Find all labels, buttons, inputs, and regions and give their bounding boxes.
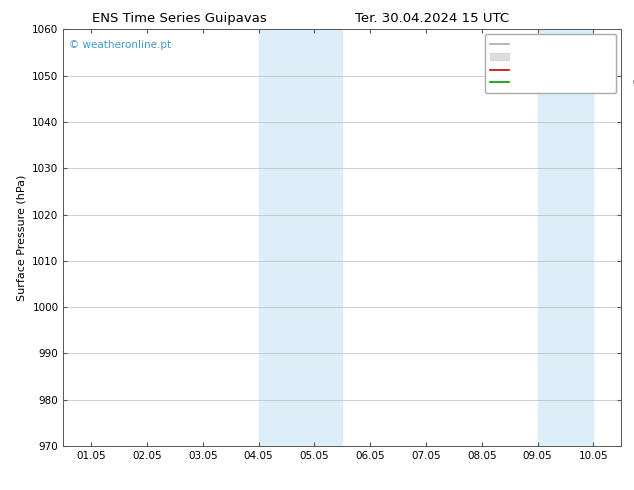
- Y-axis label: Surface Pressure (hPa): Surface Pressure (hPa): [16, 174, 27, 301]
- Text: © weatheronline.pt: © weatheronline.pt: [69, 40, 171, 50]
- Bar: [538, 29, 593, 446]
- Bar: [259, 29, 342, 446]
- Text: Ter. 30.04.2024 15 UTC: Ter. 30.04.2024 15 UTC: [355, 12, 509, 25]
- Legend: min/max, Desvio padr tilde;o, Ensemble mean run, Controll run: min/max, Desvio padr tilde;o, Ensemble m…: [485, 34, 616, 93]
- Text: ENS Time Series Guipavas: ENS Time Series Guipavas: [91, 12, 266, 25]
